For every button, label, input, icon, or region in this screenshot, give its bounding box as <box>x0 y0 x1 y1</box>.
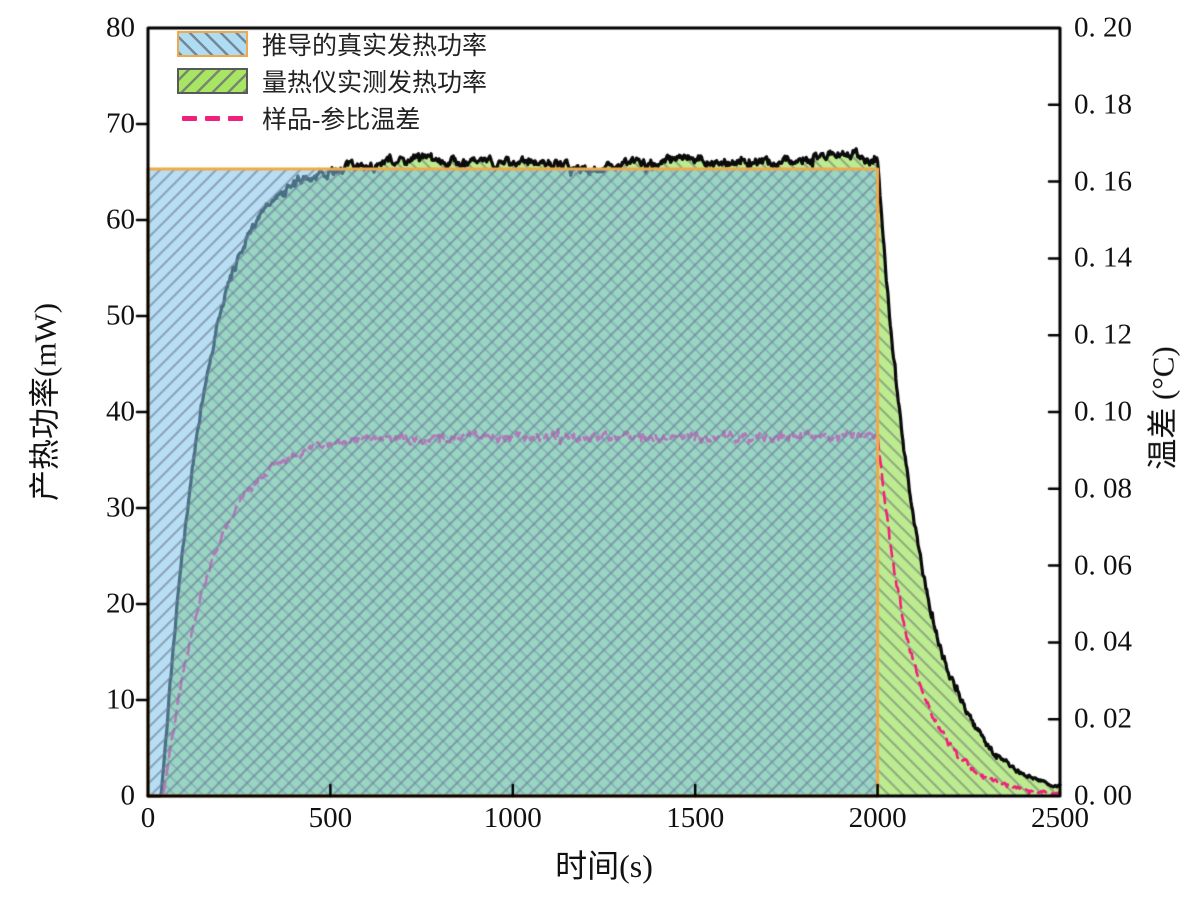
y-left-tick-label: 0 <box>120 779 136 812</box>
y-right-tick-label: 0. 08 <box>1074 472 1132 505</box>
legend-label: 样品-参比温差 <box>262 107 421 134</box>
x-axis-title: 时间(s) <box>555 848 653 884</box>
y-left-tick-label: 20 <box>106 587 135 620</box>
y-right-axis-title: 温差 (°C) <box>1145 346 1181 470</box>
y-right-tick-label: 0. 06 <box>1074 549 1132 582</box>
y-right-tick-label: 0. 02 <box>1074 702 1132 735</box>
y-left-tick-label: 10 <box>106 683 135 716</box>
legend-item-true-power: 推导的真实发热功率 <box>177 31 487 60</box>
y-right-tick-label: 0. 16 <box>1074 165 1132 198</box>
dashed-line-swatch-icon <box>177 115 248 121</box>
y-left-axis-title: 产热功率(mW) <box>27 302 63 502</box>
legend: 推导的真实发热功率 量热仪实测发热功率 样品-参比温差 <box>177 31 487 134</box>
y-right-tick-label: 0. 10 <box>1074 395 1132 428</box>
y-left-tick-label: 30 <box>106 491 135 524</box>
y-left-tick-label: 50 <box>106 299 135 332</box>
y-left-tick-label: 40 <box>106 395 135 428</box>
legend-label: 推导的真实发热功率 <box>262 33 488 60</box>
legend-item-measured-power: 量热仪实测发热功率 <box>177 68 487 97</box>
y-left-tick-label: 80 <box>106 11 135 44</box>
measured-power-swatch-icon <box>177 68 248 94</box>
x-tick-label: 500 <box>308 802 353 834</box>
x-tick-label: 0 <box>140 802 156 834</box>
y-right-tick-label: 0. 14 <box>1074 241 1132 274</box>
x-tick-label: 1500 <box>666 802 725 834</box>
x-tick-label: 1000 <box>483 802 542 834</box>
x-tick-label: 2000 <box>848 802 907 834</box>
y-left-tick-label: 70 <box>106 107 135 140</box>
y-right-tick-label: 0. 12 <box>1074 318 1132 351</box>
legend-item-temp-diff: 样品-参比温差 <box>177 105 487 134</box>
y-right-tick-label: 0. 04 <box>1074 625 1132 658</box>
y-right-tick-label: 0. 18 <box>1074 88 1132 121</box>
y-left-tick-label: 60 <box>106 203 135 236</box>
y-right-tick-label: 0. 00 <box>1074 779 1132 812</box>
x-tick-label: 2500 <box>1031 802 1089 834</box>
legend-label: 量热仪实测发热功率 <box>262 70 488 97</box>
true-power-swatch-icon <box>177 31 248 57</box>
y-right-tick-label: 0. 20 <box>1074 11 1132 44</box>
